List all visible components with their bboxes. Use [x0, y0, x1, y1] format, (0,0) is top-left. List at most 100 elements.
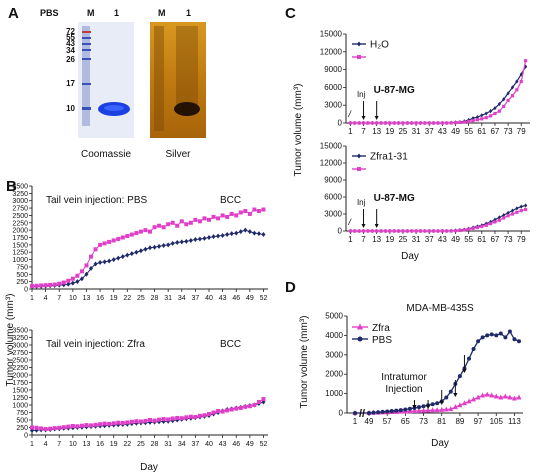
data-point: [484, 116, 488, 120]
data-point: [493, 111, 497, 116]
data-point: [494, 333, 499, 338]
data-point: [353, 411, 357, 415]
y-tick-label: 0: [338, 227, 343, 236]
data-point: [102, 241, 107, 246]
data-point: [436, 229, 440, 233]
data-point: [418, 229, 423, 233]
data-point: [407, 408, 413, 414]
x-tick-label: 52: [260, 441, 268, 448]
data-point: [370, 229, 374, 233]
data-point: [211, 214, 216, 219]
lane-1-silver: 1: [186, 8, 191, 18]
x-tick-label: 16: [96, 441, 104, 448]
y-tick-label: 9000: [324, 176, 342, 185]
data-point: [66, 281, 71, 287]
x-tick-label: 52: [260, 295, 268, 302]
x-tick-label: 37: [191, 295, 199, 302]
data-point: [493, 220, 497, 224]
chart-annotation: Tail vein injection: PBS: [46, 195, 147, 206]
x-tick-label: 7: [57, 441, 61, 448]
data-point: [93, 247, 98, 252]
data-point: [134, 419, 139, 424]
y-tick-label: 2250: [12, 365, 28, 372]
coomassie-band-core: [104, 105, 124, 111]
data-point: [418, 121, 423, 125]
data-point: [489, 392, 495, 398]
data-point: [111, 257, 116, 263]
x-tick-label: 46: [232, 441, 240, 448]
data-point: [502, 97, 506, 102]
data-point: [125, 252, 130, 258]
series-0: [348, 203, 528, 234]
y-tick-label: 0: [24, 287, 28, 294]
injection-arrowhead: [374, 224, 379, 228]
y-tick-label: 6000: [324, 193, 342, 202]
y-tick-label: 2500: [12, 213, 28, 220]
x-tick-label: 57: [383, 417, 392, 426]
data-point: [439, 406, 445, 412]
x-tick-label: 1: [353, 417, 358, 426]
legend-label: Zfra1-31: [370, 152, 408, 163]
data-point: [243, 227, 248, 233]
x-tick-label: 79: [517, 235, 526, 244]
data-point: [220, 213, 225, 218]
data-point: [247, 229, 252, 235]
data-point: [238, 406, 243, 410]
x-tick-label: 16: [96, 295, 104, 302]
data-point: [435, 401, 440, 406]
x-tick-label: 25: [137, 441, 145, 448]
x-tick-label: 43: [219, 441, 227, 448]
data-point: [462, 120, 466, 124]
data-point: [507, 329, 512, 334]
data-point: [161, 417, 166, 422]
data-point: [216, 216, 221, 221]
data-point: [43, 427, 48, 431]
data-point: [30, 284, 34, 289]
panel-d-letter: D: [285, 279, 296, 296]
x-tick-label: 13: [83, 441, 91, 448]
data-point: [348, 121, 352, 125]
data-point: [506, 98, 510, 103]
data-point: [507, 394, 513, 400]
coomassie-marker-lane: [82, 26, 90, 126]
data-point: [510, 94, 515, 98]
data-point: [410, 121, 414, 125]
legend-marker-zfra: [357, 323, 363, 330]
x-tick-label: 28: [151, 441, 159, 448]
data-point: [392, 121, 396, 125]
data-point: [211, 234, 216, 240]
slash-mark: /: [347, 109, 352, 119]
data-point: [188, 414, 193, 419]
y-tick-label: 1750: [12, 235, 28, 242]
panel-d: D Tumor volume (mm³) Day 0 1000 2000 3000 40…: [285, 279, 523, 449]
chart-c-zfra: 0 3000 6000 9000 12000 15000 1 7 13 19 25 31 37 43 49 5…: [320, 142, 530, 244]
panel-a-letter: A: [8, 5, 19, 22]
data-point: [445, 229, 449, 233]
data-point: [229, 211, 234, 216]
data-point: [175, 240, 180, 246]
x-tick-label: 43: [219, 295, 227, 302]
silver-marker-lane: [154, 26, 164, 131]
y-tick-label: 250: [16, 425, 28, 432]
data-point: [357, 121, 361, 125]
marker-label-72: 72: [66, 27, 75, 36]
data-point: [193, 415, 198, 419]
data-point: [380, 409, 385, 414]
data-point: [510, 85, 515, 90]
data-point: [61, 280, 66, 285]
series-0: [30, 227, 266, 290]
data-point: [488, 109, 493, 114]
data-point: [256, 231, 261, 237]
data-point: [152, 418, 157, 423]
legend-marker-navy: [357, 41, 361, 47]
data-point: [458, 120, 462, 125]
data-point: [392, 229, 396, 233]
data-point: [34, 425, 39, 430]
data-point: [405, 121, 409, 125]
legend-label-zfra: Zfra: [372, 323, 390, 334]
data-point: [502, 393, 508, 399]
x-tick-label: 43: [438, 235, 447, 244]
data-point: [148, 229, 152, 234]
data-point: [361, 229, 366, 233]
y-tick-label: 4000: [325, 331, 343, 340]
